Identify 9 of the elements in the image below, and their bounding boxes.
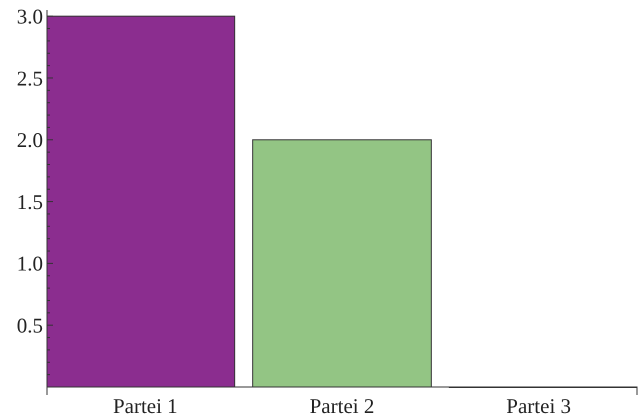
y-tick-label: 3.0: [16, 4, 43, 29]
y-tick-label: 0.5: [16, 314, 43, 338]
y-tick-label: 2.0: [16, 128, 43, 152]
y-tick-label: 2.5: [16, 66, 43, 90]
x-tick-label: Partei 1: [112, 394, 178, 417]
x-tick-label: Partei 3: [506, 394, 572, 417]
y-tick-label: 1.5: [16, 190, 43, 214]
x-tick-label: Partei 2: [310, 394, 374, 417]
y-tick-label: 1.0: [16, 252, 43, 276]
